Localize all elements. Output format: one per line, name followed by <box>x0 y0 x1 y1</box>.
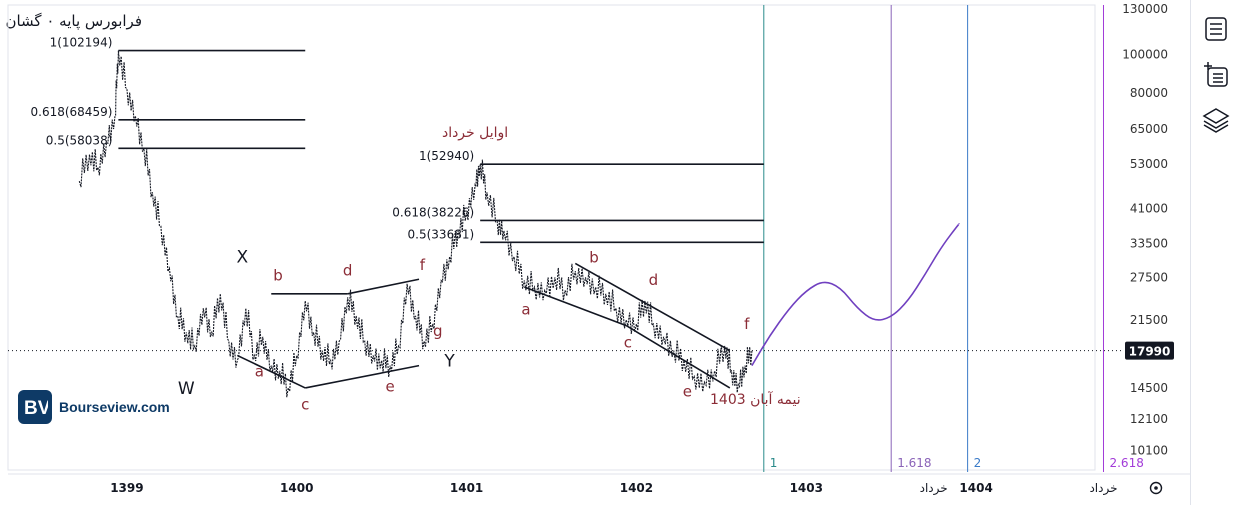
time-cycle-label: 2 <box>974 456 982 470</box>
wave-label: b <box>273 267 283 285</box>
x-tick-label: خرداد <box>920 481 948 496</box>
projection-path[interactable] <box>751 222 960 367</box>
y-tick-label: 12100 <box>1130 412 1168 426</box>
fib-level-label: 0.5(58038) <box>46 133 113 147</box>
fib-level-label: 1(102194) <box>50 36 113 50</box>
time-cycle-label: 1 <box>770 456 778 470</box>
last-price-badge <box>1125 341 1174 360</box>
y-tick-label: 100000 <box>1122 47 1168 61</box>
wave-label: d <box>649 271 659 289</box>
brand: BV Bourseview.com <box>18 390 170 424</box>
layers-icon[interactable] <box>1201 106 1231 136</box>
y-tick-label: 14500 <box>1130 381 1168 395</box>
trendline[interactable] <box>625 324 731 389</box>
y-tick-label: 21500 <box>1130 313 1168 327</box>
fib-level-label: 0.618(38226) <box>392 205 474 219</box>
wave-label: g <box>433 322 443 340</box>
wave-label: f <box>744 315 750 333</box>
y-tick-label: 130000 <box>1122 2 1168 16</box>
fib-level-label: 1(52940) <box>419 149 474 163</box>
list-icon[interactable] <box>1201 14 1231 44</box>
trendline[interactable] <box>574 262 731 352</box>
x-tick-label: خرداد <box>1089 481 1117 496</box>
y-tick-label: 27500 <box>1130 270 1168 284</box>
wave-label: c <box>301 395 309 413</box>
fib-level-label: 0.5(33681) <box>408 227 475 241</box>
wave-label: e <box>386 378 395 396</box>
x-tick-label: 1404 <box>959 481 992 495</box>
price-series-line <box>78 50 753 398</box>
trendline[interactable] <box>347 278 420 295</box>
price-chart[interactable]: 1 1.618 2 2.618 1(102194) 0.618(68459) 0.5(580… <box>0 0 1190 505</box>
annotation-label: نیمه آبان 1403 <box>710 391 801 408</box>
y-tick-label: 41000 <box>1130 201 1168 215</box>
x-tick-label: 1402 <box>620 481 653 495</box>
plot-frame <box>7 4 1096 471</box>
last-price-label: 17990 <box>1129 345 1171 359</box>
structure-label: W <box>178 379 195 399</box>
bourseview-logo: BV <box>18 390 52 424</box>
time-cycle-label: 1.618 <box>897 456 931 470</box>
trendline[interactable] <box>305 364 420 389</box>
y-tick-label: 10100 <box>1130 443 1168 457</box>
right-toolbar <box>1190 0 1242 505</box>
y-tick-label: 33500 <box>1130 236 1168 250</box>
wave-label: e <box>683 382 692 400</box>
wave-label: a <box>255 362 264 380</box>
structure-label: X <box>237 247 249 267</box>
wave-label: b <box>589 248 599 266</box>
trendline[interactable] <box>524 286 627 327</box>
time-cycle-label: 2.618 <box>1109 456 1143 470</box>
structure-label: Y <box>443 352 455 372</box>
wave-label: d <box>343 261 353 279</box>
wave-label: a <box>521 300 530 318</box>
logo-text: BV <box>24 398 48 418</box>
chart-title: فرابورس پایه ۰ گشان <box>5 12 142 30</box>
add-watchlist-icon[interactable] <box>1201 60 1231 90</box>
brand-name: Bourseview.com <box>59 399 170 415</box>
trendline[interactable] <box>236 354 306 389</box>
x-tick-label: 1401 <box>450 481 483 495</box>
x-tick-label: 1399 <box>110 481 143 495</box>
y-tick-label: 80000 <box>1130 86 1168 100</box>
settings-gear-icon[interactable] <box>1149 481 1163 495</box>
wave-label: f <box>420 256 426 274</box>
wave-label: c <box>624 334 632 352</box>
x-tick-label: 1400 <box>280 481 313 495</box>
x-tick-label: 1403 <box>790 481 823 495</box>
annotation-label: اوایل خرداد <box>442 125 508 141</box>
fib-level-label: 0.618(68459) <box>31 105 113 119</box>
y-tick-label: 53000 <box>1130 157 1168 171</box>
y-tick-label: 65000 <box>1130 122 1168 136</box>
